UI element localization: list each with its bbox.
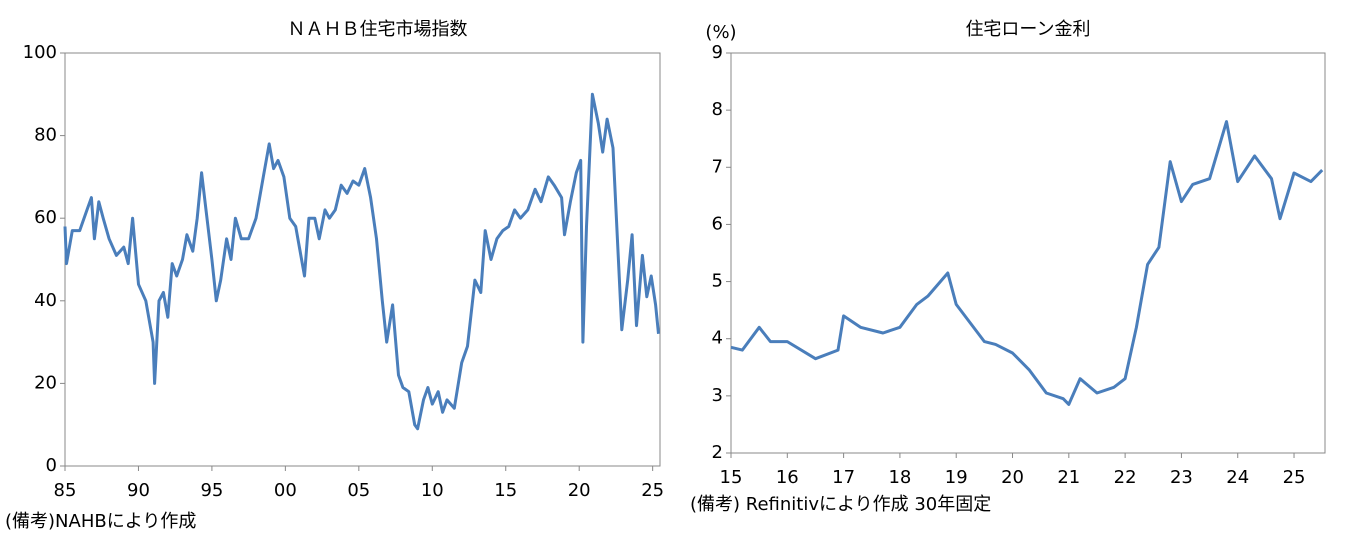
y-tick-label: 40 bbox=[34, 290, 57, 311]
y-tick-label: 2 bbox=[712, 442, 723, 463]
x-tick-label: 20 bbox=[1001, 467, 1024, 488]
x-tick-label: 90 bbox=[127, 480, 150, 501]
x-tick-label: 21 bbox=[1057, 467, 1080, 488]
x-tick-label: 00 bbox=[274, 480, 297, 501]
x-tick-label: 15 bbox=[494, 480, 517, 501]
x-tick-label: 85 bbox=[54, 480, 77, 501]
x-tick-label: 25 bbox=[641, 480, 664, 501]
note: (備考)NAHBにより作成 bbox=[5, 511, 196, 532]
y-tick-label: 20 bbox=[34, 372, 57, 393]
plot-frame bbox=[730, 52, 1326, 454]
x-tick-label: 10 bbox=[421, 480, 444, 501]
line-series bbox=[730, 120, 1324, 406]
y-tick-label: 80 bbox=[34, 125, 57, 146]
y-tick-label: 4 bbox=[712, 328, 723, 349]
x-tick-label: 15 bbox=[720, 467, 743, 488]
line-series bbox=[63, 92, 660, 431]
y-tick-label: 60 bbox=[34, 207, 57, 228]
y-tick-label: 9 bbox=[712, 42, 723, 63]
x-tick-label: 19 bbox=[945, 467, 968, 488]
x-tick-label: 18 bbox=[888, 467, 911, 488]
y-tick-label: 5 bbox=[712, 271, 723, 292]
y-axis-label: (%) bbox=[705, 22, 736, 43]
y-tick-label: 6 bbox=[712, 213, 723, 234]
note: (備考) Refinitivにより作成 30年固定 bbox=[690, 494, 991, 515]
chart-title: 住宅ローン金利 bbox=[965, 19, 1090, 40]
x-tick-label: 20 bbox=[568, 480, 591, 501]
x-tick-label: 25 bbox=[1283, 467, 1306, 488]
plot-frame bbox=[64, 52, 661, 467]
chart-title: ＮＡＨＢ住宅市場指数 bbox=[288, 19, 468, 40]
x-tick-label: 17 bbox=[832, 467, 855, 488]
x-tick-label: 23 bbox=[1170, 467, 1193, 488]
x-tick-label: 95 bbox=[200, 480, 223, 501]
y-tick-label: 100 bbox=[23, 42, 57, 63]
y-tick-label: 7 bbox=[712, 156, 723, 177]
x-tick-label: 16 bbox=[776, 467, 799, 488]
y-tick-label: 8 bbox=[712, 99, 723, 120]
x-tick-label: 22 bbox=[1114, 467, 1137, 488]
x-tick-label: 24 bbox=[1226, 467, 1249, 488]
y-tick-label: 0 bbox=[46, 455, 57, 476]
y-tick-label: 3 bbox=[712, 385, 723, 406]
x-tick-label: 05 bbox=[347, 480, 370, 501]
